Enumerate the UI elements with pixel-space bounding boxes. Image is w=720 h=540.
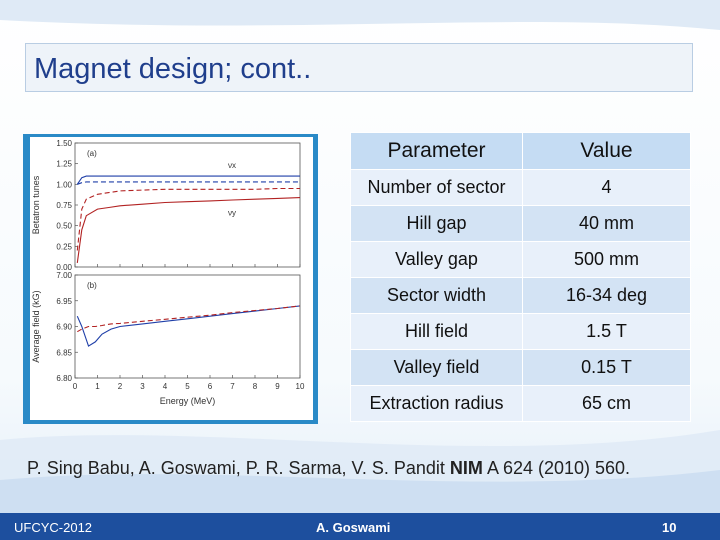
plot-frame — [74, 274, 301, 379]
citation-reference: A 624 (2010) 560. — [486, 458, 631, 478]
value-cell: 500 mm — [522, 241, 691, 278]
table-row: Number of sector 4 — [350, 169, 691, 206]
value-cell: 1.5 T — [522, 313, 691, 350]
y-axis-label: Average field (kG) — [31, 290, 41, 362]
title-box: Magnet design; cont.. — [25, 43, 693, 92]
x-tick-label: 3 — [140, 382, 145, 391]
y-tick-label: 6.95 — [56, 297, 72, 306]
legend-label: νx — [228, 161, 236, 170]
x-tick-label: 8 — [253, 382, 258, 391]
x-tick-label: 5 — [185, 382, 190, 391]
y-tick-label: 6.85 — [56, 348, 72, 357]
y-tick-label: 6.80 — [56, 374, 72, 383]
y-tick-label: 0.25 — [56, 242, 72, 251]
parameter-cell: Sector width — [350, 277, 523, 314]
parameter-table: Parameter Value Number of sector 4 Hill … — [350, 132, 691, 422]
x-axis-label: Energy (MeV) — [160, 396, 216, 406]
parameter-cell: Valley field — [350, 349, 523, 386]
panel-label: (a) — [87, 149, 97, 158]
value-cell: 4 — [522, 169, 691, 206]
table-row: Sector width 16-34 deg — [350, 277, 691, 314]
series-line — [76, 187, 300, 251]
y-tick-label: 0.75 — [56, 201, 72, 210]
table-row: Valley field 0.15 T — [350, 349, 691, 386]
citation-journal: NIM — [449, 458, 483, 478]
x-tick-label: 6 — [208, 382, 213, 391]
series-line — [77, 181, 300, 185]
x-tick-label: 1 — [95, 382, 100, 391]
y-tick-label: 0.00 — [56, 263, 72, 272]
x-tick-label: 9 — [275, 382, 280, 391]
value-cell: 40 mm — [522, 205, 691, 242]
parameter-cell: Hill field — [350, 313, 523, 350]
footer-bar: UFCYC-2012 A. Goswami 10 — [0, 513, 720, 540]
legend-label: νy — [228, 209, 236, 218]
y-axis-label: Betatron tunes — [31, 175, 41, 234]
value-cell: 0.15 T — [522, 349, 691, 386]
x-tick-label: 0 — [73, 382, 78, 391]
x-tick-label: 2 — [118, 382, 123, 391]
header-value: Value — [522, 132, 691, 170]
y-tick-label: 7.00 — [56, 271, 72, 280]
x-tick-label: 10 — [296, 382, 305, 391]
figure-plots: 0.00 0.25 0.50 0.75 1.00 1.25 1.50 Betatron tun… — [31, 139, 305, 406]
y-tick-label: 6.90 — [56, 323, 72, 332]
table-row: Valley gap 500 mm — [350, 241, 691, 278]
y-tick-label: 1.00 — [56, 180, 72, 189]
plot-frame — [74, 142, 301, 268]
x-tick-label: 4 — [163, 382, 168, 391]
value-cell: 65 cm — [522, 385, 691, 422]
citation: P. Sing Babu, A. Goswami, P. R. Sarma, V… — [27, 458, 630, 479]
series-line — [76, 175, 300, 185]
footer-author: A. Goswami — [316, 520, 391, 535]
table-row: Hill field 1.5 T — [350, 313, 691, 350]
parameter-cell: Extraction radius — [350, 385, 523, 422]
page-title: Magnet design; cont.. — [34, 53, 312, 85]
y-tick-label: 0.50 — [56, 222, 72, 231]
page-number: 10 — [662, 520, 677, 535]
y-tick-label: 1.50 — [56, 139, 72, 148]
y-tick-label: 1.25 — [56, 160, 72, 169]
table-row: Hill gap 40 mm — [350, 205, 691, 242]
citation-authors: P. Sing Babu, A. Goswami, P. R. Sarma, V… — [27, 458, 445, 478]
table-row: Extraction radius 65 cm — [350, 385, 691, 422]
footer-conference: UFCYC-2012 — [14, 520, 93, 535]
table-header-row: Parameter Value — [350, 132, 691, 170]
value-cell: 16-34 deg — [522, 277, 691, 314]
parameter-cell: Number of sector — [350, 169, 523, 206]
series-line — [76, 305, 301, 347]
header-parameter: Parameter — [350, 132, 523, 170]
parameter-cell: Valley gap — [350, 241, 523, 278]
parameter-cell: Hill gap — [350, 205, 523, 242]
series-line — [77, 305, 301, 333]
panel-label: (b) — [87, 281, 97, 290]
series-line — [76, 197, 301, 263]
x-tick-label: 7 — [230, 382, 235, 391]
